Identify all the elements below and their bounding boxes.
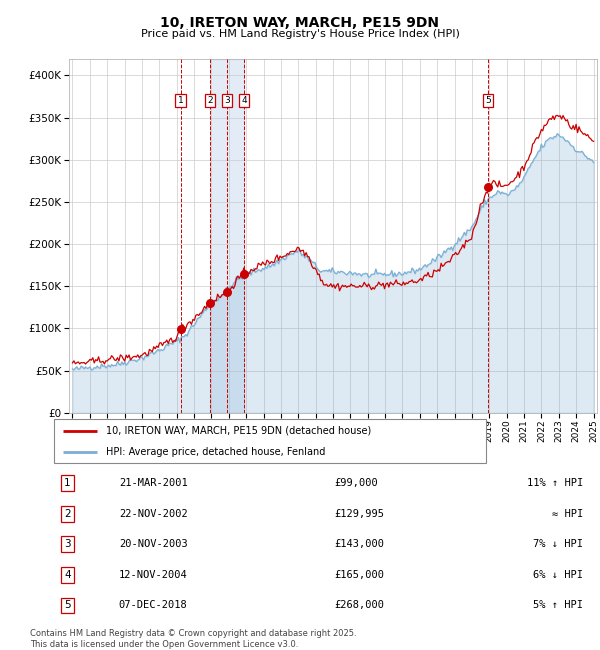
Text: £165,000: £165,000 (335, 570, 385, 580)
Text: 6% ↓ HPI: 6% ↓ HPI (533, 570, 583, 580)
Text: 07-DEC-2018: 07-DEC-2018 (119, 601, 188, 610)
Text: £99,000: £99,000 (335, 478, 379, 488)
Text: 10, IRETON WAY, MARCH, PE15 9DN (detached house): 10, IRETON WAY, MARCH, PE15 9DN (detache… (106, 426, 371, 436)
Text: 3: 3 (224, 96, 230, 105)
Text: 1: 1 (64, 478, 71, 488)
Text: 2: 2 (207, 96, 212, 105)
Text: 11% ↑ HPI: 11% ↑ HPI (527, 478, 583, 488)
Text: 21-MAR-2001: 21-MAR-2001 (119, 478, 188, 488)
Text: 20-NOV-2003: 20-NOV-2003 (119, 540, 188, 549)
Text: 1: 1 (178, 96, 184, 105)
Text: £268,000: £268,000 (335, 601, 385, 610)
Bar (209, 58, 244, 413)
Text: 12-NOV-2004: 12-NOV-2004 (119, 570, 188, 580)
Point (222, 287, 232, 297)
Text: 2: 2 (64, 509, 71, 519)
Text: 7% ↓ HPI: 7% ↓ HPI (533, 540, 583, 549)
Point (205, 298, 214, 308)
Text: HPI: Average price, detached house, Fenland: HPI: Average price, detached house, Fenl… (106, 447, 325, 457)
Point (484, 181, 493, 192)
FancyBboxPatch shape (54, 419, 486, 463)
Text: Contains HM Land Registry data © Crown copyright and database right 2025.
This d: Contains HM Land Registry data © Crown c… (30, 629, 356, 649)
Text: 5% ↑ HPI: 5% ↑ HPI (533, 601, 583, 610)
Text: £143,000: £143,000 (335, 540, 385, 549)
Text: Price paid vs. HM Land Registry's House Price Index (HPI): Price paid vs. HM Land Registry's House … (140, 29, 460, 39)
Text: 5: 5 (64, 601, 71, 610)
Text: 4: 4 (64, 570, 71, 580)
Text: 10, IRETON WAY, MARCH, PE15 9DN: 10, IRETON WAY, MARCH, PE15 9DN (161, 16, 439, 31)
Text: ≈ HPI: ≈ HPI (552, 509, 583, 519)
Text: 4: 4 (241, 96, 247, 105)
Text: 5: 5 (485, 96, 491, 105)
Text: 3: 3 (64, 540, 71, 549)
Text: 22-NOV-2002: 22-NOV-2002 (119, 509, 188, 519)
Text: £129,995: £129,995 (335, 509, 385, 519)
Point (239, 268, 249, 279)
Point (176, 324, 185, 335)
